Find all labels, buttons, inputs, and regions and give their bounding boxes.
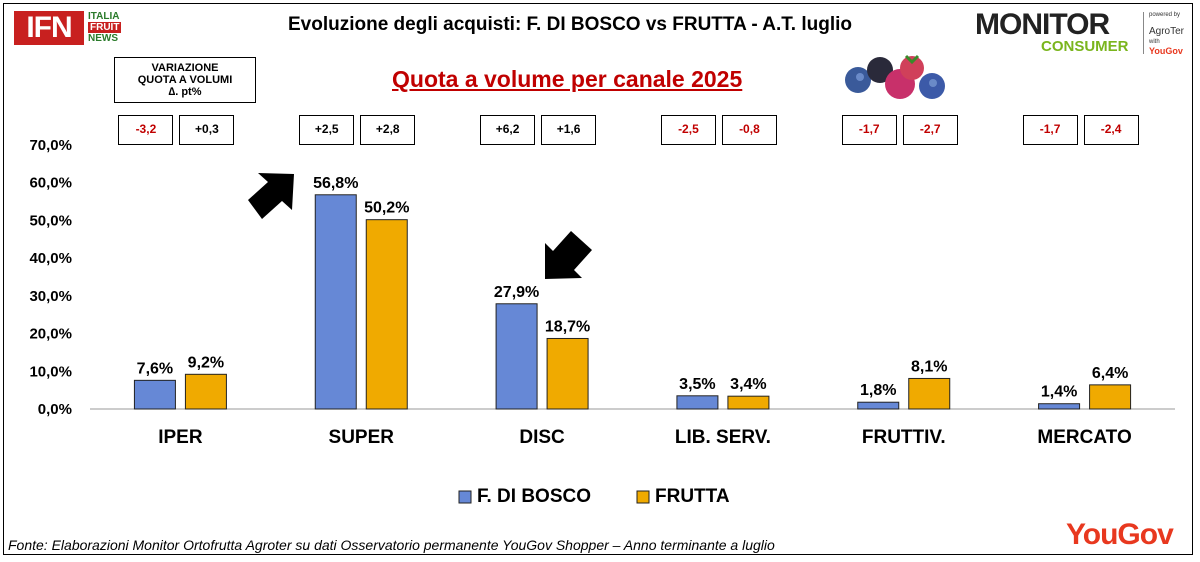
legend-swatch: [458, 490, 472, 504]
data-label: 50,2%: [364, 200, 409, 217]
variation-box-frutta: +1,6: [541, 115, 597, 145]
y-tick-label: 20,0%: [29, 326, 72, 343]
monitor-logo-powered: powered by: [1149, 12, 1181, 18]
variation-legend-line3: ∆. pt%: [168, 86, 202, 98]
bar-fdb: [1038, 403, 1081, 410]
arrow-icon: [248, 173, 294, 219]
variation-legend-line1: VARIAZIONE: [151, 62, 219, 74]
legend-label: F. DI BOSCO: [477, 486, 591, 507]
ifn-logo-line3: NEWS: [88, 33, 118, 44]
variation-box-frutta: -0,8: [721, 115, 777, 145]
data-label: 6,4%: [1092, 365, 1128, 382]
x-tick-label: MERCATO: [1037, 427, 1131, 448]
chart-frame: [3, 3, 1193, 555]
bar-frutta: [184, 373, 227, 410]
berries-icon: [845, 54, 945, 99]
data-label: 3,4%: [730, 376, 766, 393]
variation-box-frutta: -2,7: [902, 115, 958, 145]
data-label: 56,8%: [313, 175, 358, 192]
variation-box-fdb: -2,5: [660, 115, 716, 145]
ifn-logo-line2: FRUIT: [88, 22, 122, 33]
bar-fdb: [133, 379, 176, 410]
monitor-consumer-logo: MONITOR CONSUMER powered by AgroTer with…: [975, 8, 1185, 58]
y-tick-label: 0,0%: [38, 401, 72, 418]
variation-box-frutta: +2,8: [360, 115, 416, 145]
page-title: Evoluzione degli acquisti: F. DI BOSCO v…: [287, 14, 853, 35]
x-tick-label: SUPER: [329, 427, 395, 448]
x-tick-label: IPER: [158, 427, 203, 448]
data-label: 3,5%: [679, 376, 715, 393]
yougov-logo: YouGov: [1066, 518, 1174, 551]
variation-box-fdb: +2,5: [299, 115, 355, 145]
y-tick-label: 50,0%: [29, 212, 72, 229]
y-tick-label: 60,0%: [29, 175, 72, 192]
source-note: Fonte: Elaborazioni Monitor Ortofrutta A…: [8, 537, 775, 553]
variation-box-fdb: -3,2: [118, 115, 174, 145]
data-label: 8,1%: [911, 358, 947, 375]
x-tick-label: DISC: [519, 427, 565, 448]
monitor-logo-partner2: YouGov: [1149, 46, 1183, 56]
data-label: 27,9%: [494, 284, 539, 301]
monitor-logo-line2: CONSUMER: [1041, 38, 1129, 55]
y-tick-label: 40,0%: [29, 250, 72, 267]
data-label: 1,4%: [1041, 384, 1077, 401]
legend-swatch: [636, 490, 650, 504]
y-tick-label: 10,0%: [29, 363, 72, 380]
y-tick-label: 30,0%: [29, 288, 72, 305]
y-tick-label: 70,0%: [29, 137, 72, 154]
bar-frutta: [365, 219, 408, 410]
variation-box-frutta: +0,3: [179, 115, 235, 145]
legend-label: FRUTTA: [655, 486, 730, 507]
x-tick-label: FRUTTIV.: [862, 427, 946, 448]
bar-fdb: [495, 303, 538, 410]
variation-legend-line2: QUOTA A VOLUMI: [137, 74, 233, 86]
variation-box-fdb: -1,7: [841, 115, 897, 145]
bar-fdb: [857, 401, 900, 410]
data-label: 18,7%: [545, 318, 590, 335]
data-label: 1,8%: [860, 382, 896, 399]
monitor-logo-divider: [1143, 12, 1144, 54]
data-label: 9,2%: [188, 354, 224, 371]
bar-frutta: [727, 395, 770, 410]
x-tick-label: LIB. SERV.: [675, 427, 771, 448]
bar-frutta: [1089, 384, 1132, 410]
data-label: 7,6%: [137, 360, 173, 377]
ifn-logo-line1: ITALIA: [88, 11, 120, 22]
bar-fdb: [314, 194, 357, 410]
variation-box-fdb: +6,2: [480, 115, 536, 145]
bar-frutta: [546, 337, 589, 410]
variation-legend-box: VARIAZIONE QUOTA A VOLUMI ∆. pt%: [114, 57, 256, 103]
bar-fdb: [676, 395, 719, 410]
ifn-logo-mark: IFN: [14, 11, 84, 45]
monitor-logo-with: with: [1149, 39, 1160, 45]
variation-box-frutta: -2,4: [1083, 115, 1139, 145]
monitor-logo-partner: AgroTer: [1149, 26, 1185, 37]
arrow-icon: [545, 231, 592, 279]
chart-subtitle: Quota a volume per canale 2025: [392, 66, 743, 92]
monitor-logo-line1: MONITOR: [975, 8, 1110, 41]
ifn-logo: IFN ITALIA FRUIT NEWS: [14, 11, 134, 47]
bar-frutta: [908, 377, 951, 410]
ifn-logo-text: ITALIA FRUIT NEWS: [88, 11, 122, 44]
variation-box-fdb: -1,7: [1022, 115, 1078, 145]
